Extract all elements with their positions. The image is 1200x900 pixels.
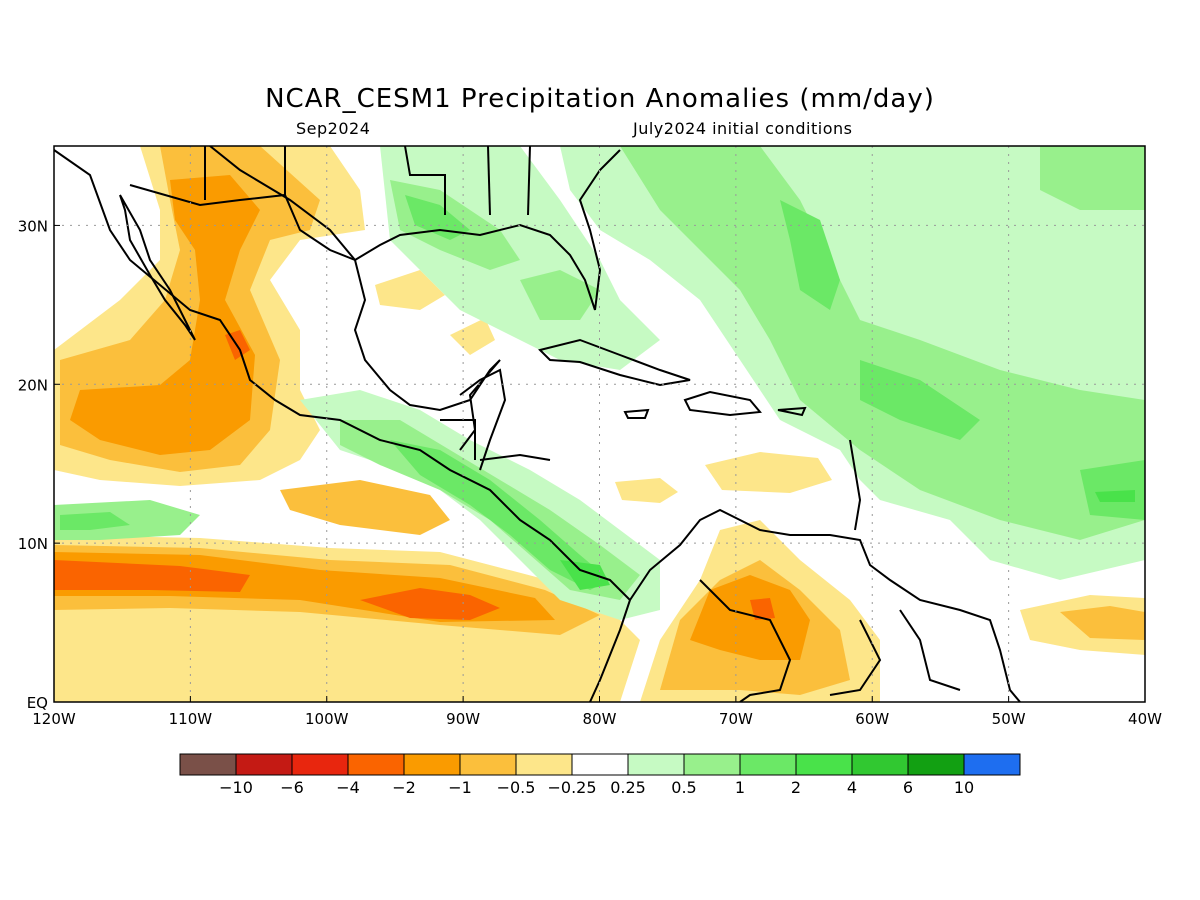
- colorbar-label: 4: [847, 778, 857, 797]
- y-tick-label: 20N: [18, 376, 48, 394]
- yucatan-coastline: [459, 368, 507, 471]
- gulf-coastline: [209, 146, 501, 451]
- x-tick-label: 40W: [1128, 710, 1162, 728]
- colorbar-label: −6: [280, 778, 304, 797]
- colorbar-label: 0.25: [610, 778, 646, 797]
- central-america-wet-inner: [390, 440, 610, 590]
- colorbar-label: 1: [735, 778, 745, 797]
- atlantic-wet-east-core: [1095, 490, 1135, 502]
- colorbar-swatch: [627, 753, 685, 776]
- colorbar-swatch: [235, 753, 293, 776]
- map-title: NCAR_CESM1 Precipitation Anomalies (mm/d…: [265, 84, 935, 114]
- colorbar-label: 0.5: [671, 778, 696, 797]
- colorbar-swatch: [179, 753, 237, 776]
- colorbar-swatch: [459, 753, 517, 776]
- gulf-dry-patch-2: [375, 270, 445, 310]
- lesser-antilles: [849, 439, 862, 531]
- colorbar: −10 −6 −4 −2 −1 −0.5 −0.25 0.25 0.5 1 2 4 6 10: [179, 753, 1021, 797]
- atlantic-dry-patch-6: [705, 452, 832, 493]
- florida-wet: [520, 270, 600, 320]
- mexico-dry-south: [280, 480, 450, 535]
- colorbar-swatch: [963, 753, 1021, 776]
- colorbar-label: 6: [903, 778, 913, 797]
- colorbar-swatch: [795, 753, 853, 776]
- colorbar-label: −10: [219, 778, 253, 797]
- guatemala-border: [440, 419, 476, 460]
- pacific-dry-core-east: [360, 588, 500, 620]
- colorbar-label: −1: [448, 778, 472, 797]
- x-tick-label: 90W: [446, 710, 480, 728]
- y-tick-label: 30N: [18, 217, 48, 235]
- x-tick-label: 60W: [855, 710, 889, 728]
- initial-conditions: July2024 initial conditions: [633, 119, 853, 138]
- hispaniola-coastline: [683, 390, 762, 417]
- colorbar-swatch: [571, 753, 629, 776]
- axis-ticks: 120W 110W 100W 90W 80W 70W 60W 50W 40W EQ 10N 20N 30…: [18, 217, 1162, 728]
- coastlines: [54, 146, 1021, 702]
- colorbar-label: 2: [791, 778, 801, 797]
- x-tick-label: 100W: [305, 710, 349, 728]
- colorbar-label: −2: [392, 778, 416, 797]
- pacific-wet-strip: [54, 500, 200, 540]
- x-tick-label: 70W: [719, 710, 753, 728]
- colorbar-swatch: [347, 753, 405, 776]
- colorbar-label: −0.25: [547, 778, 596, 797]
- mexico-dry-inner: [70, 175, 260, 455]
- central-america-wet-core: [560, 560, 610, 590]
- baja-coastline: [119, 194, 196, 341]
- guyana-border: [829, 619, 882, 696]
- gulf-dry-patch: [450, 318, 495, 355]
- colorbar-label: 10: [954, 778, 974, 797]
- venezuela-border: [699, 579, 792, 702]
- colorbar-label: −0.5: [497, 778, 536, 797]
- carib-dry-patch-2: [615, 478, 678, 503]
- y-tick-label: 10N: [18, 535, 48, 553]
- south-america-dry-core: [750, 598, 775, 620]
- colorbar-swatch: [291, 753, 349, 776]
- colorbar-swatch: [739, 753, 797, 776]
- east-atlantic-dry-inner: [1060, 606, 1145, 640]
- forecast-month: Sep2024: [296, 119, 371, 138]
- atlantic-wet-inner: [780, 200, 840, 310]
- suriname-border: [899, 609, 961, 691]
- colorbar-swatch: [683, 753, 741, 776]
- pacific-coastline: [54, 149, 632, 702]
- atlantic-wet-mid: [620, 146, 1145, 540]
- atlantic-wet-northeast: [1040, 146, 1145, 210]
- lat-lon-grid: [54, 146, 1145, 702]
- colorbar-swatch: [907, 753, 965, 776]
- x-tick-label: 120W: [32, 710, 76, 728]
- x-tick-label: 110W: [169, 710, 213, 728]
- honduras-coast: [479, 453, 551, 461]
- florida-coastline: [578, 149, 621, 311]
- gulf-coast-wet-inner: [405, 195, 470, 240]
- atlantic-wet-inner-2: [860, 360, 980, 440]
- us-state-line-5: [527, 146, 531, 216]
- jamaica-coastline: [623, 408, 650, 419]
- colorbar-swatch: [851, 753, 909, 776]
- pacific-wet-strip-inner: [60, 512, 130, 530]
- colorbar-swatch: [403, 753, 461, 776]
- colorbar-label: −4: [336, 778, 360, 797]
- us-state-line-4: [487, 146, 491, 216]
- atlantic-wet-east: [1080, 460, 1145, 520]
- us-gulf-coastline: [354, 223, 596, 311]
- anomaly-field: [54, 146, 1145, 702]
- x-tick-label: 80W: [583, 710, 617, 728]
- y-tick-label: EQ: [27, 694, 48, 712]
- us-state-line-3: [404, 146, 446, 215]
- puerto-rico-coastline: [777, 406, 807, 417]
- colorbar-swatch: [515, 753, 573, 776]
- south-america-coastline: [629, 508, 1021, 702]
- x-tick-label: 50W: [992, 710, 1026, 728]
- pacific-dry-core: [54, 560, 250, 592]
